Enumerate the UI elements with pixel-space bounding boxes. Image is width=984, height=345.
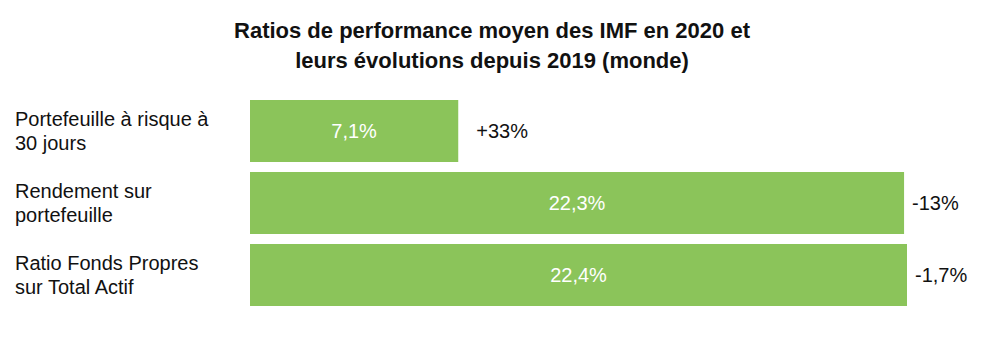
- category-label: Portefeuille à risque à 30 jours: [15, 107, 245, 155]
- chart-title: Ratios de performance moyen des IMF en 2…: [0, 16, 984, 76]
- change-label: +33%: [476, 119, 528, 143]
- bar: [250, 244, 907, 306]
- category-label: Ratio Fonds Propres sur Total Actif: [15, 251, 245, 299]
- category-label: Rendement sur portefeuille: [15, 179, 245, 227]
- bar: [250, 172, 904, 234]
- data-label: 22,4%: [519, 263, 639, 287]
- data-label: 7,1%: [294, 119, 414, 143]
- chart-svg: [0, 0, 984, 345]
- bars: [250, 100, 907, 306]
- data-label: 22,3%: [517, 191, 637, 215]
- bar: [250, 100, 458, 162]
- change-label: -1,7%: [915, 263, 967, 287]
- change-label: -13%: [912, 191, 959, 215]
